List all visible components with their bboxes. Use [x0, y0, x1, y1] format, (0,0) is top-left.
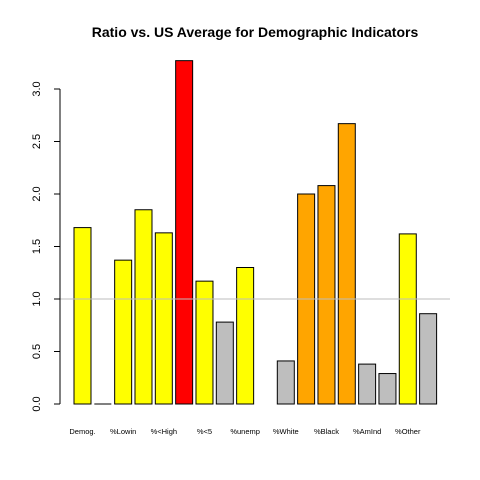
y-tick-label: 2.5	[31, 134, 43, 149]
bar-16	[398, 233, 417, 405]
y-tick-label: 1.5	[31, 239, 43, 254]
bar-10	[276, 360, 295, 405]
x-tick-label: %Black	[314, 427, 339, 436]
bar-8	[236, 267, 255, 405]
bar-2	[114, 259, 133, 405]
x-tick-label: %Lowin	[110, 427, 136, 436]
bar-3	[134, 209, 153, 405]
y-tick-label: 0.0	[31, 396, 43, 411]
y-tick-label: 0.5	[31, 344, 43, 359]
y-tick-label: 3.0	[31, 81, 43, 96]
x-tick-label: %Other	[395, 427, 421, 436]
bar-5	[175, 60, 194, 405]
x-tick-label: %<5	[197, 427, 212, 436]
bar-13	[337, 123, 356, 405]
x-tick-label: Demog.	[69, 427, 95, 436]
bar-12	[317, 185, 336, 405]
bar-17	[419, 313, 438, 405]
bars-layer	[60, 60, 450, 405]
y-tick-label: 2.0	[31, 186, 43, 201]
x-axis-labels: Demog. %Lowin %<High %<5 %unemp %White %Black%…	[69, 427, 421, 436]
bar-6	[195, 280, 214, 405]
x-tick-label: %<High	[151, 427, 177, 436]
bar-7	[215, 321, 234, 405]
x-tick-label: %White	[273, 427, 299, 436]
y-axis: 0.0 0.5 1.0 1.5 2.0 2.5 3.0	[31, 81, 61, 412]
bar-0	[73, 227, 92, 405]
x-tick-label: %unemp	[230, 427, 260, 436]
y-tick-label: 1.0	[31, 291, 43, 306]
bar-15	[378, 373, 397, 405]
bar-14	[358, 363, 377, 405]
x-tick-label: %AmInd	[353, 427, 381, 436]
bar-4	[154, 232, 173, 405]
chart-title: Ratio vs. US Average for Demographic Ind…	[92, 24, 419, 40]
